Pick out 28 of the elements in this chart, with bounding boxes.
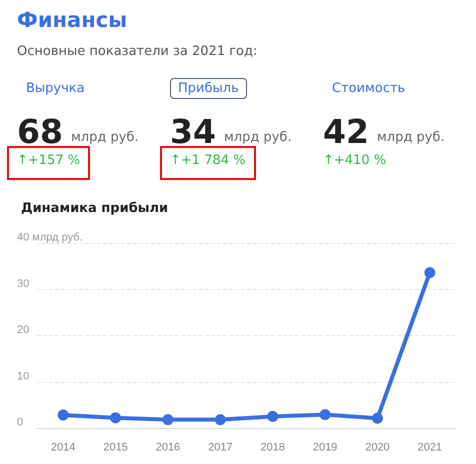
text: ↑+410 % <box>323 153 386 168</box>
text: Прибыль <box>170 78 247 99</box>
y-tick-label: 0 <box>17 416 24 428</box>
chart-title: Динамика прибыли <box>21 201 168 216</box>
y-tick-label: 40 млрд руб. <box>17 232 83 244</box>
x-tick-label: 2019 <box>312 442 338 454</box>
x-tick-label: 2018 <box>260 442 285 454</box>
text: Выручка <box>25 80 86 98</box>
x-tick-label: 2014 <box>50 442 76 454</box>
text: млрд руб. <box>71 130 139 145</box>
text: Основные показатели за 2021 год: <box>17 44 258 59</box>
y-tick-label: 30 <box>17 278 30 290</box>
text: млрд руб. <box>224 130 292 145</box>
x-tick-label: 2015 <box>103 442 128 454</box>
text: Финансы <box>17 8 128 32</box>
text: ↑+157 % <box>17 153 80 168</box>
x-tick-label: 2017 <box>208 442 233 454</box>
text: 68 <box>17 112 63 151</box>
x-tick-label: 2020 <box>365 442 390 454</box>
y-tick-label: 10 <box>17 370 30 382</box>
text: 42 <box>323 112 369 151</box>
x-tick-label: 2016 <box>156 442 180 454</box>
text: млрд руб. <box>377 130 445 145</box>
x-tick-label: 2021 <box>418 442 442 454</box>
text: 34 <box>170 112 216 151</box>
text: Стоимость <box>331 80 406 98</box>
text: ↑+1 784 % <box>170 153 246 168</box>
y-tick-label: 20 <box>17 324 30 336</box>
